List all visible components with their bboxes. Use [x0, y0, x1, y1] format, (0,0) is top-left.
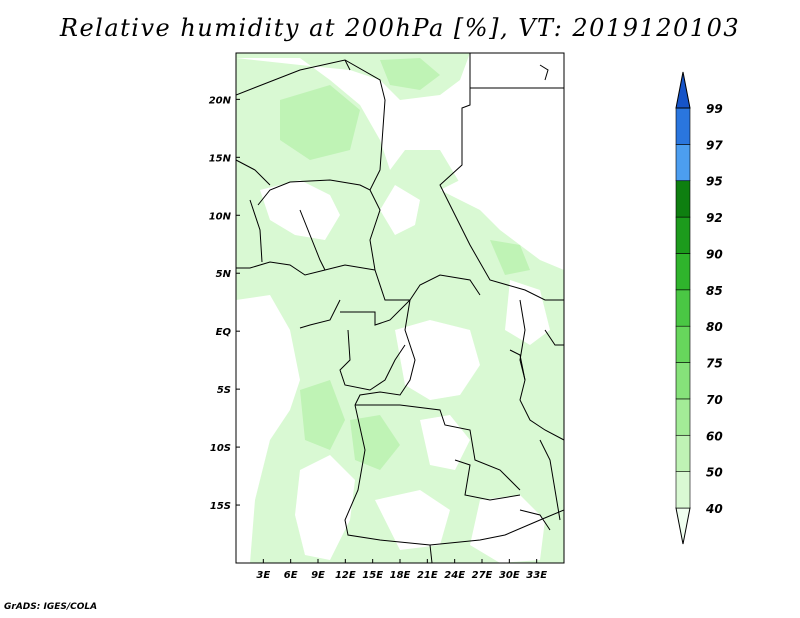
- y-tick-label: 10S: [210, 443, 231, 454]
- colorbar-label: 97: [706, 138, 723, 152]
- x-tick-label: 3E: [256, 570, 270, 581]
- colorbar-label: 92: [706, 211, 723, 225]
- country-borders: [236, 53, 564, 563]
- colorbar-label: 99: [706, 102, 723, 116]
- colorbar-extension-high: [675, 71, 691, 109]
- colorbar-segment: [675, 144, 691, 182]
- latitude-axis: 20N 15N 10N 5N EQ 5S 10S 15S: [209, 95, 240, 512]
- y-tick-label: 10N: [209, 211, 232, 222]
- x-tick-label: 18E: [390, 570, 411, 581]
- colorbar-label: 85: [706, 284, 723, 298]
- colorbar-segment: [675, 325, 691, 363]
- longitude-axis: 3E 6E 9E 12E 15E 18E 21E 24E 27E 30E 33E: [256, 559, 547, 581]
- y-tick-label: 5S: [217, 385, 231, 396]
- colorbar-extension-low: [675, 507, 691, 545]
- x-tick-label: 6E: [284, 570, 298, 581]
- x-tick-label: 24E: [444, 570, 465, 581]
- x-tick-label: 21E: [417, 570, 438, 581]
- y-tick-label: 15S: [210, 501, 231, 512]
- map-title: Relative humidity at 200hPa [%], VT: 201…: [59, 14, 741, 42]
- colorbar-segment: [675, 107, 691, 145]
- colorbar-segment: [675, 180, 691, 218]
- colorbar-segment: [675, 434, 691, 472]
- colorbar-segment: [675, 216, 691, 254]
- colorbar-label: 80: [706, 320, 723, 334]
- y-tick-label: 5N: [216, 269, 232, 280]
- colorbar-segment: [675, 253, 691, 291]
- colorbar-label: 60: [706, 429, 723, 443]
- y-tick-label: EQ: [216, 327, 232, 338]
- y-tick-label: 20N: [209, 95, 232, 106]
- colorbar-label: 50: [706, 466, 723, 480]
- x-tick-label: 30E: [499, 570, 520, 581]
- x-tick-label: 33E: [526, 570, 547, 581]
- colorbar-segment: [675, 289, 691, 327]
- humidity-field: [236, 53, 564, 563]
- colorbar-label: 40: [705, 502, 723, 516]
- colorbar-label: 90: [706, 247, 723, 261]
- colorbar-segment: [675, 362, 691, 400]
- y-tick-label: 15N: [209, 153, 232, 164]
- x-tick-label: 15E: [362, 570, 383, 581]
- colorbar-label: 95: [706, 175, 723, 189]
- colorbar-segment: [675, 471, 691, 509]
- x-tick-label: 12E: [335, 570, 356, 581]
- x-tick-label: 27E: [472, 570, 493, 581]
- colorbar-label: 75: [706, 357, 723, 371]
- colorbar-segment: [675, 398, 691, 436]
- x-tick-label: 9E: [311, 570, 325, 581]
- grads-credit: GrADS: IGES/COLA: [4, 602, 98, 612]
- colorbar: 40 50 60 70 75 80 85 90 92 95 97 99: [675, 71, 723, 545]
- colorbar-label: 70: [706, 393, 723, 407]
